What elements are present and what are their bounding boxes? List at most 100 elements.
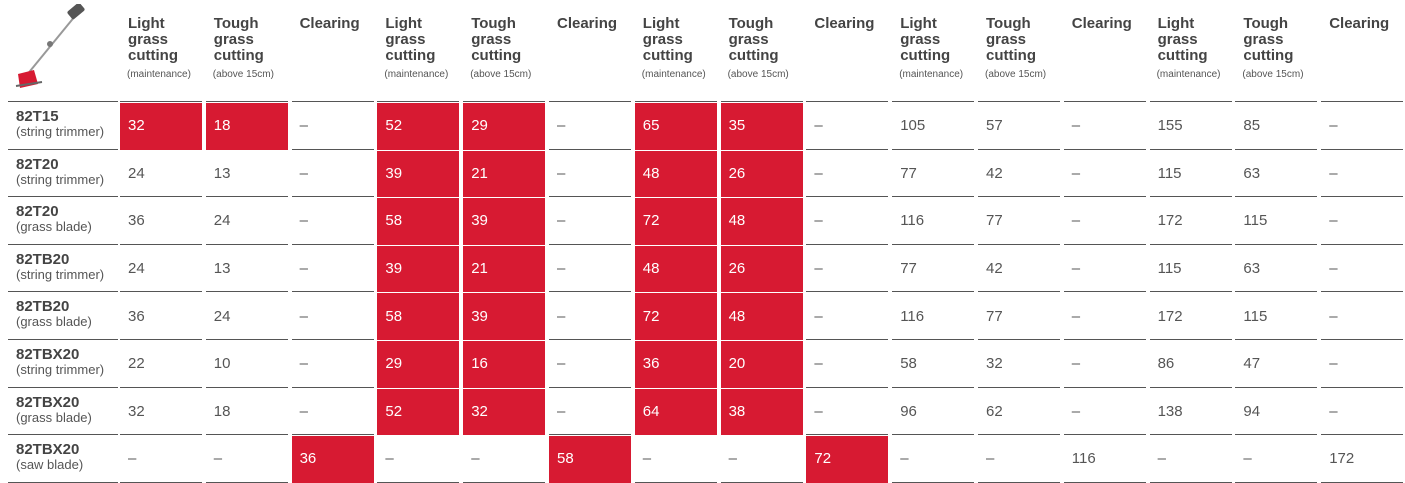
- model-name: 82TBX20: [16, 395, 118, 411]
- value-cell: 13: [206, 151, 288, 198]
- value-cell: 48: [635, 151, 717, 198]
- row-label: 82TBX20(string trimmer): [8, 341, 118, 388]
- column-title: Tough grass cutting: [729, 16, 793, 64]
- value-cell: 77: [892, 246, 974, 293]
- value-cell: 10: [206, 341, 288, 388]
- column-note: (above 15cm): [985, 67, 1060, 83]
- value-cell: 77: [892, 151, 974, 198]
- row-label: 82T20(string trimmer): [8, 151, 118, 198]
- value-cell: 58: [377, 198, 459, 245]
- row-label: 82TBX20(saw blade): [8, 436, 118, 483]
- column-title: Tough grass cutting: [471, 16, 535, 64]
- value-cell: –: [549, 151, 631, 198]
- column-title: Clearing: [557, 16, 621, 32]
- value-cell: 116: [892, 293, 974, 340]
- value-cell: 72: [806, 436, 888, 483]
- value-cell: –: [1150, 436, 1232, 483]
- value-cell: 42: [978, 246, 1060, 293]
- value-cell: –: [806, 151, 888, 198]
- model-variant: (grass blade): [16, 220, 118, 234]
- value-cell: 116: [892, 198, 974, 245]
- value-cell: –: [806, 341, 888, 388]
- model-variant: (grass blade): [16, 411, 118, 425]
- model-name: 82TBX20: [16, 442, 118, 458]
- value-cell: 47: [1235, 341, 1317, 388]
- column-note: (above 15cm): [728, 67, 803, 83]
- value-cell: 48: [721, 293, 803, 340]
- column-note: (above 15cm): [213, 67, 288, 83]
- value-cell: –: [721, 436, 803, 483]
- column-title: Light grass cutting: [643, 16, 707, 64]
- value-cell: 138: [1150, 389, 1232, 436]
- value-cell: –: [549, 246, 631, 293]
- value-cell: 85: [1235, 103, 1317, 150]
- column-header: Tough grass cutting(above 15cm): [463, 0, 545, 102]
- column-header: Clearing: [1064, 0, 1146, 102]
- value-cell: –: [206, 436, 288, 483]
- value-cell: –: [978, 436, 1060, 483]
- value-cell: –: [1064, 293, 1146, 340]
- row-label: 82TBX20(grass blade): [8, 389, 118, 436]
- value-cell: 105: [892, 103, 974, 150]
- value-cell: –: [635, 436, 717, 483]
- value-cell: –: [1064, 389, 1146, 436]
- value-cell: –: [806, 246, 888, 293]
- value-cell: –: [292, 293, 374, 340]
- value-cell: 29: [463, 103, 545, 150]
- value-cell: –: [549, 198, 631, 245]
- value-cell: 65: [635, 103, 717, 150]
- column-title: Clearing: [300, 16, 364, 32]
- value-cell: 18: [206, 103, 288, 150]
- value-cell: 36: [120, 293, 202, 340]
- value-cell: –: [1321, 198, 1403, 245]
- column-title: Light grass cutting: [385, 16, 449, 64]
- column-header: Tough grass cutting(above 15cm): [978, 0, 1060, 102]
- value-cell: 32: [463, 389, 545, 436]
- column-header: Clearing: [549, 0, 631, 102]
- value-cell: 36: [635, 341, 717, 388]
- value-cell: 13: [206, 246, 288, 293]
- value-cell: 20: [721, 341, 803, 388]
- value-cell: 64: [635, 389, 717, 436]
- model-name: 82T20: [16, 204, 118, 220]
- value-cell: 18: [206, 389, 288, 436]
- row-label: 82TB20(string trimmer): [8, 246, 118, 293]
- value-cell: –: [1064, 246, 1146, 293]
- value-cell: –: [1321, 246, 1403, 293]
- column-header: Light grass cutting (maintenance): [377, 0, 459, 102]
- column-header: Tough grass cutting (above 15cm): [721, 0, 803, 102]
- value-cell: –: [1321, 103, 1403, 150]
- column-header: Tough grass cutting(above 15cm): [206, 0, 288, 102]
- value-cell: –: [1321, 341, 1403, 388]
- model-name: 82TB20: [16, 299, 118, 315]
- value-cell: –: [806, 103, 888, 150]
- value-cell: –: [549, 341, 631, 388]
- model-variant: (string trimmer): [16, 363, 118, 377]
- value-cell: 52: [377, 103, 459, 150]
- value-cell: –: [120, 436, 202, 483]
- value-cell: 26: [721, 246, 803, 293]
- value-cell: 172: [1321, 436, 1403, 483]
- value-cell: –: [549, 389, 631, 436]
- value-cell: 21: [463, 246, 545, 293]
- value-cell: 24: [120, 246, 202, 293]
- column-note: (maintenance): [1157, 67, 1232, 83]
- value-cell: 48: [721, 198, 803, 245]
- value-cell: 16: [463, 341, 545, 388]
- value-cell: 96: [892, 389, 974, 436]
- value-cell: 72: [635, 293, 717, 340]
- column-title: Light grass cutting: [900, 16, 964, 64]
- value-cell: 22: [120, 341, 202, 388]
- model-name: 82T15: [16, 109, 118, 125]
- column-title: Light grass cutting: [1158, 16, 1222, 64]
- value-cell: 58: [549, 436, 631, 483]
- column-header: Tough grass cutting(above 15cm): [1235, 0, 1317, 102]
- value-cell: 115: [1235, 293, 1317, 340]
- value-cell: 115: [1150, 151, 1232, 198]
- value-cell: –: [463, 436, 545, 483]
- value-cell: 94: [1235, 389, 1317, 436]
- value-cell: –: [549, 293, 631, 340]
- value-cell: –: [1064, 341, 1146, 388]
- value-cell: –: [292, 341, 374, 388]
- column-note: (maintenance): [384, 67, 459, 83]
